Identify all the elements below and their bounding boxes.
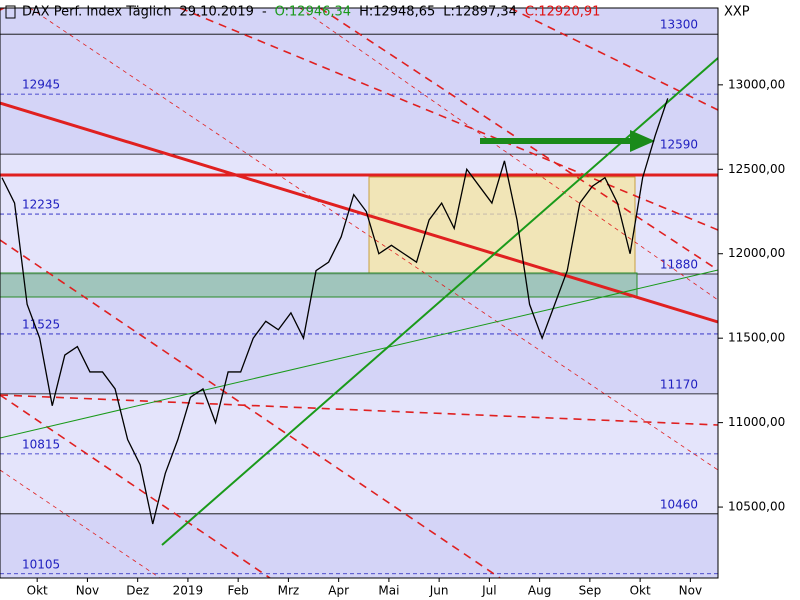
level-label: 13300 — [660, 18, 698, 32]
x-tick-label: Mrz — [278, 584, 300, 598]
x-tick-label: Mai — [378, 584, 399, 598]
resistance-line — [0, 101, 719, 324]
low-value: L:12897,34 — [443, 5, 517, 20]
x-tick-label: Apr — [328, 584, 349, 598]
separator: - — [262, 5, 267, 20]
close-value: C:12920,91 — [525, 5, 601, 20]
level-label: 11525 — [22, 317, 60, 331]
level-label: 12945 — [22, 78, 60, 92]
x-axis-area — [0, 578, 800, 600]
x-tick-label: Nov — [76, 584, 99, 598]
y-tick-label: 12500,00 — [728, 162, 785, 176]
x-tick-label: 2019 — [173, 584, 204, 598]
level-label: 10460 — [660, 497, 698, 511]
y-axis-area — [718, 0, 800, 600]
header-icon — [5, 5, 16, 19]
x-tick-label: Aug — [528, 584, 551, 598]
level-label: 11880 — [660, 258, 698, 272]
level-label: 12590 — [660, 138, 698, 152]
y-tick-label: 11500,00 — [728, 331, 785, 345]
x-tick-label: Sep — [579, 584, 602, 598]
x-tick-label: Okt — [27, 584, 48, 598]
range-box — [368, 176, 636, 274]
exchange: XXP — [724, 5, 750, 20]
y-tick-label: 13000,00 — [728, 77, 785, 91]
header-area — [0, 0, 718, 8]
y-tick-label: 12000,00 — [728, 246, 785, 260]
y-tick-label: 10500,00 — [728, 500, 785, 514]
date: 29.10.2019 — [180, 5, 254, 20]
x-tick-label: Jun — [429, 584, 449, 598]
level-label: 11170 — [660, 377, 698, 391]
support-box — [0, 272, 638, 298]
x-tick-label: Nov — [679, 584, 702, 598]
plot-border — [0, 7, 719, 579]
price-line — [1, 98, 669, 525]
level-label: 10105 — [22, 557, 60, 571]
high-value: H:12948,65 — [359, 5, 435, 20]
x-tick-label: Feb — [228, 584, 249, 598]
x-tick-label: Dez — [126, 584, 149, 598]
x-tick-label: Okt — [630, 584, 651, 598]
y-tick-label: 11000,00 — [728, 415, 785, 429]
thin-channel-lines — [0, 7, 719, 579]
x-tick-label: Jul — [481, 584, 496, 598]
level-label: 10815 — [22, 437, 60, 451]
level-label: 12235 — [22, 198, 60, 212]
arrow-head — [630, 130, 655, 152]
open-value: O:12946,34 — [275, 5, 351, 20]
chart-title: DAX Perf. Index Täglich — [22, 5, 172, 20]
